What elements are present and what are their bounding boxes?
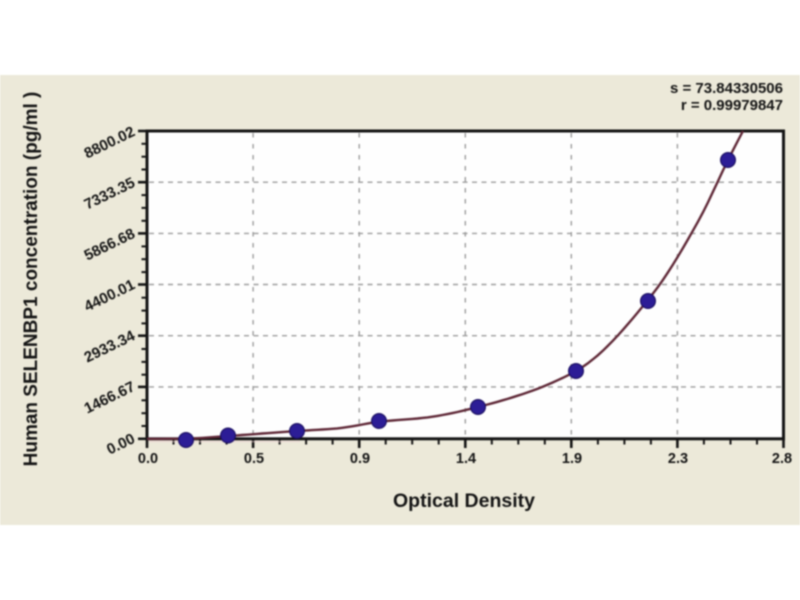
svg-text:Human SELENBP1 concentration (: Human SELENBP1 concentration (pg/ml ) xyxy=(21,92,42,467)
svg-text:s = 73.84330506: s = 73.84330506 xyxy=(670,80,783,97)
svg-text:0.9: 0.9 xyxy=(350,451,370,467)
svg-text:2.3: 2.3 xyxy=(668,451,688,467)
svg-text:0.0: 0.0 xyxy=(138,451,158,467)
svg-text:1.4: 1.4 xyxy=(456,451,476,467)
svg-text:Optical Density: Optical Density xyxy=(393,490,535,512)
svg-text:2.8: 2.8 xyxy=(772,451,792,467)
svg-text:r = 0.99979847: r = 0.99979847 xyxy=(681,97,783,114)
svg-text:0.5: 0.5 xyxy=(244,451,264,467)
svg-text:1.9: 1.9 xyxy=(562,451,582,467)
